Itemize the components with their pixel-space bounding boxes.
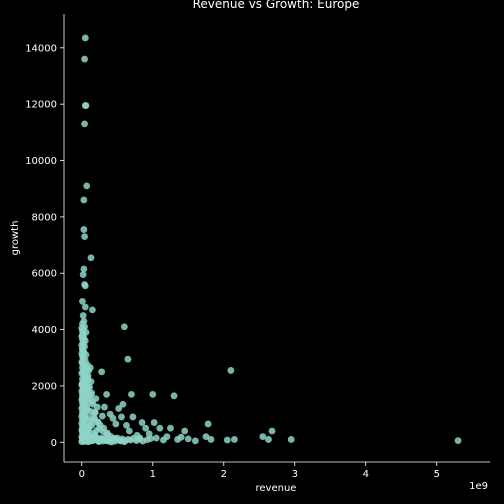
data-point bbox=[118, 413, 125, 421]
x-axis-label: revenue bbox=[256, 483, 297, 494]
y-tick-label: 2000 bbox=[32, 381, 57, 392]
data-point bbox=[163, 433, 171, 441]
data-point bbox=[83, 182, 91, 190]
data-point bbox=[80, 196, 88, 204]
data-point bbox=[231, 436, 238, 443]
data-point bbox=[80, 265, 88, 273]
data-point bbox=[128, 390, 135, 398]
data-point bbox=[268, 427, 276, 435]
y-tick-label: 12000 bbox=[25, 100, 57, 111]
data-point bbox=[123, 421, 130, 429]
y-tick-label: 0 bbox=[51, 438, 57, 449]
y-axis-ticks: 0 2000 4000 6000 8000 10000 12000 14000 bbox=[25, 43, 64, 449]
y-tick-label: 8000 bbox=[32, 212, 57, 223]
data-point bbox=[138, 419, 146, 426]
data-point bbox=[89, 306, 96, 314]
data-point bbox=[150, 419, 158, 426]
data-point bbox=[81, 120, 88, 128]
data-point bbox=[287, 436, 295, 443]
data-point bbox=[112, 420, 120, 428]
data-point bbox=[81, 303, 89, 311]
data-point bbox=[98, 368, 106, 376]
data-point bbox=[454, 437, 462, 444]
data-point bbox=[81, 362, 89, 370]
data-point bbox=[78, 324, 86, 332]
x-tick-label: 3 bbox=[292, 469, 298, 480]
x-tick-label: 2 bbox=[221, 469, 227, 480]
data-point bbox=[177, 433, 185, 441]
data-point bbox=[91, 408, 98, 416]
data-point bbox=[167, 424, 174, 432]
y-tick-label: 10000 bbox=[25, 156, 57, 167]
data-point bbox=[81, 233, 88, 240]
data-point bbox=[259, 433, 267, 441]
x-tick-label: 0 bbox=[79, 469, 85, 480]
data-point bbox=[149, 390, 157, 398]
data-point bbox=[81, 34, 89, 42]
plot-area bbox=[78, 34, 462, 446]
data-point bbox=[109, 414, 117, 422]
y-axis-label: growth bbox=[10, 221, 21, 256]
data-point bbox=[124, 355, 132, 363]
x-tick-label: 4 bbox=[363, 469, 369, 480]
data-point bbox=[81, 282, 89, 290]
data-point bbox=[115, 405, 123, 412]
data-point bbox=[98, 412, 106, 420]
data-point bbox=[103, 390, 110, 398]
data-point bbox=[204, 420, 212, 428]
data-point bbox=[92, 395, 100, 402]
data-point bbox=[119, 400, 127, 408]
data-point bbox=[191, 437, 199, 445]
chart-title: Revenue vs Growth: Europe bbox=[193, 0, 360, 11]
data-point bbox=[142, 424, 150, 432]
data-point bbox=[202, 433, 210, 441]
data-point bbox=[80, 226, 88, 233]
data-point bbox=[81, 102, 89, 109]
data-point bbox=[227, 367, 235, 374]
data-point bbox=[207, 436, 215, 443]
data-point bbox=[87, 254, 95, 262]
data-point bbox=[129, 413, 137, 421]
data-point bbox=[223, 436, 231, 444]
data-point bbox=[125, 427, 133, 435]
y-tick-label: 4000 bbox=[32, 325, 57, 336]
data-point bbox=[79, 298, 86, 305]
data-point bbox=[147, 435, 155, 443]
data-point bbox=[156, 424, 164, 432]
data-point bbox=[81, 55, 88, 63]
data-point bbox=[79, 312, 87, 319]
data-point bbox=[265, 436, 272, 443]
data-point bbox=[93, 427, 101, 434]
x-axis-offset-label: 1e9 bbox=[469, 481, 488, 492]
data-point bbox=[120, 323, 128, 331]
x-tick-label: 1 bbox=[150, 469, 156, 480]
data-point bbox=[181, 427, 189, 435]
data-point bbox=[101, 403, 108, 411]
data-point bbox=[79, 271, 87, 279]
data-point bbox=[184, 435, 192, 443]
data-point bbox=[152, 434, 160, 442]
data-point bbox=[87, 391, 95, 399]
x-tick-label: 5 bbox=[434, 469, 440, 480]
y-tick-label: 14000 bbox=[25, 43, 57, 54]
data-point bbox=[170, 392, 178, 400]
y-tick-label: 6000 bbox=[32, 269, 57, 280]
x-axis-ticks: 0 1 2 3 4 5 bbox=[79, 462, 440, 480]
